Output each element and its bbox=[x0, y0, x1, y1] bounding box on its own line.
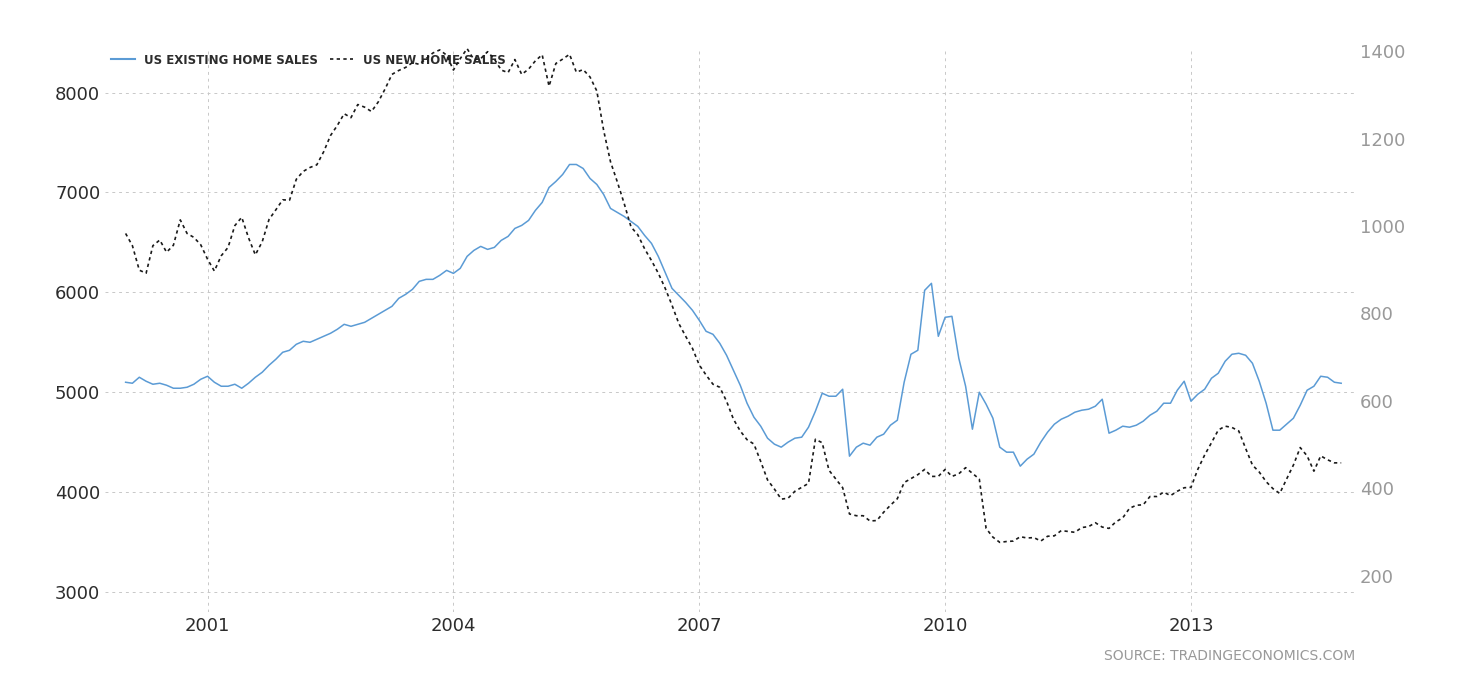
Legend: US EXISTING HOME SALES, US NEW HOME SALES: US EXISTING HOME SALES, US NEW HOME SALE… bbox=[111, 54, 505, 67]
Text: SOURCE: TRADINGECONOMICS.COM: SOURCE: TRADINGECONOMICS.COM bbox=[1104, 649, 1355, 663]
